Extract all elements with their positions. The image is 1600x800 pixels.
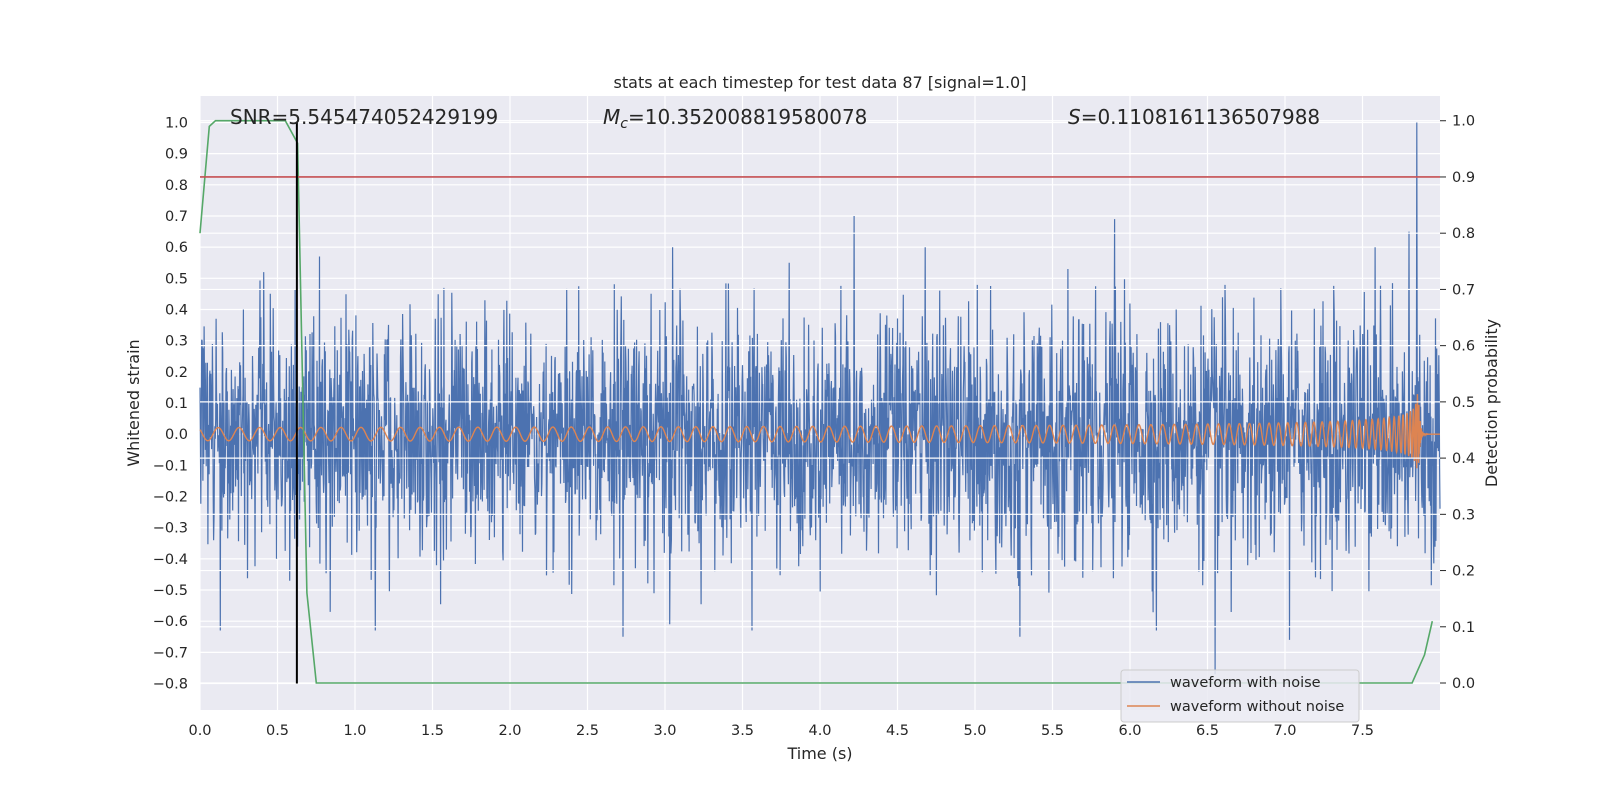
y-tick-label: −0.6 — [153, 614, 188, 630]
legend: waveform with noise waveform without noi… — [1120, 669, 1360, 723]
chirp-mass-subscript: c — [620, 116, 628, 132]
x-tick-label: 7.5 — [1351, 723, 1374, 739]
y-tick-label: 1.0 — [165, 115, 188, 131]
x-tick-label: 1.5 — [421, 723, 444, 739]
y-tick-label: −0.1 — [153, 458, 188, 474]
y2-tick-label: 0.3 — [1452, 507, 1475, 523]
y2-tick-label: 0.1 — [1452, 620, 1475, 636]
chirp-mass-annotation: Mc=10.352008819580078 — [603, 105, 867, 132]
reference-lines — [200, 122, 1440, 684]
x-tick-label: 0.5 — [266, 723, 289, 739]
y2-tick-label: 0.9 — [1452, 170, 1475, 186]
x-tick-label: 1.0 — [343, 723, 366, 739]
y-tick-label: 0.0 — [165, 427, 188, 443]
y2-tick-label: 1.0 — [1452, 114, 1475, 130]
y-tick-label: 0.1 — [165, 396, 188, 412]
chirp-mass-symbol: M — [603, 105, 620, 129]
legend-label-waveform-without-noise: waveform without noise — [1170, 699, 1344, 715]
s-annotation: S=0.1108161136507988 — [1068, 105, 1320, 129]
y-tick-label: 0.5 — [165, 271, 188, 287]
x-tick-label: 6.5 — [1196, 723, 1219, 739]
y2-tick-label: 0.5 — [1452, 395, 1475, 411]
x-tick-label: 7.0 — [1273, 723, 1296, 739]
s-value: =0.1108161136507988 — [1081, 105, 1320, 129]
waveform-with-noise-series — [199, 122, 1441, 675]
y2-axis-title: Detection probability — [1482, 319, 1501, 487]
x-tick-label: 4.5 — [886, 723, 909, 739]
y-tick-label: 0.3 — [165, 334, 188, 350]
x-tick-label: 0.0 — [188, 723, 211, 739]
chart-title: stats at each timestep for test data 87 … — [614, 73, 1027, 92]
x-tick-label: 5.5 — [1041, 723, 1064, 739]
y-tick-label: −0.7 — [153, 645, 188, 661]
y-tick-label: −0.8 — [153, 677, 188, 693]
y-tick-label: −0.5 — [153, 583, 188, 599]
legend-label-waveform-with-noise: waveform with noise — [1170, 675, 1321, 691]
legend-box — [1120, 669, 1360, 723]
x-axis-title: Time (s) — [786, 744, 852, 763]
x-tick-label: 5.0 — [963, 723, 986, 739]
waveform-with-noise-line — [199, 122, 1441, 675]
waveform-without-noise-series — [199, 394, 1440, 469]
y-tick-label: −0.2 — [153, 490, 188, 506]
y2-tick-label: 0.7 — [1452, 282, 1475, 298]
y2-tick-label: 0.0 — [1452, 676, 1475, 692]
x-tick-label: 4.0 — [808, 723, 831, 739]
x-tick-label: 6.0 — [1118, 723, 1141, 739]
x-tick-label: 2.5 — [576, 723, 599, 739]
x-tick-label: 3.0 — [653, 723, 676, 739]
waveform-without-noise-line — [199, 394, 1440, 469]
y-axis-title: Whitened strain — [124, 339, 143, 466]
y-tick-label: 0.7 — [165, 209, 188, 225]
y-tick-label: −0.3 — [153, 521, 188, 537]
axis-ticks: 0.0 0.5 1.0 1.5 2.0 2.5 3.0 3.5 4.0 4.5 5.0 5.5 6.0 6… — [153, 114, 1475, 739]
snr-annotation: SNR=5.545474052429199 — [230, 105, 498, 129]
y2-tick-label: 0.6 — [1452, 339, 1475, 355]
y2-tick-label: 0.4 — [1452, 451, 1475, 467]
y-tick-label: 0.8 — [165, 178, 188, 194]
y2-tick-label: 0.2 — [1452, 564, 1475, 580]
y2-tick-label: 0.8 — [1452, 226, 1475, 242]
y-tick-label: 0.4 — [165, 302, 188, 318]
y-tick-label: 0.2 — [165, 365, 188, 381]
y-tick-label: −0.4 — [153, 552, 188, 568]
s-symbol: S — [1068, 105, 1081, 129]
x-tick-label: 3.5 — [731, 723, 754, 739]
y-tick-label: 0.9 — [165, 147, 188, 163]
y-tick-label: 0.6 — [165, 240, 188, 256]
chirp-mass-value: =10.352008819580078 — [628, 105, 867, 129]
x-tick-label: 2.0 — [498, 723, 521, 739]
